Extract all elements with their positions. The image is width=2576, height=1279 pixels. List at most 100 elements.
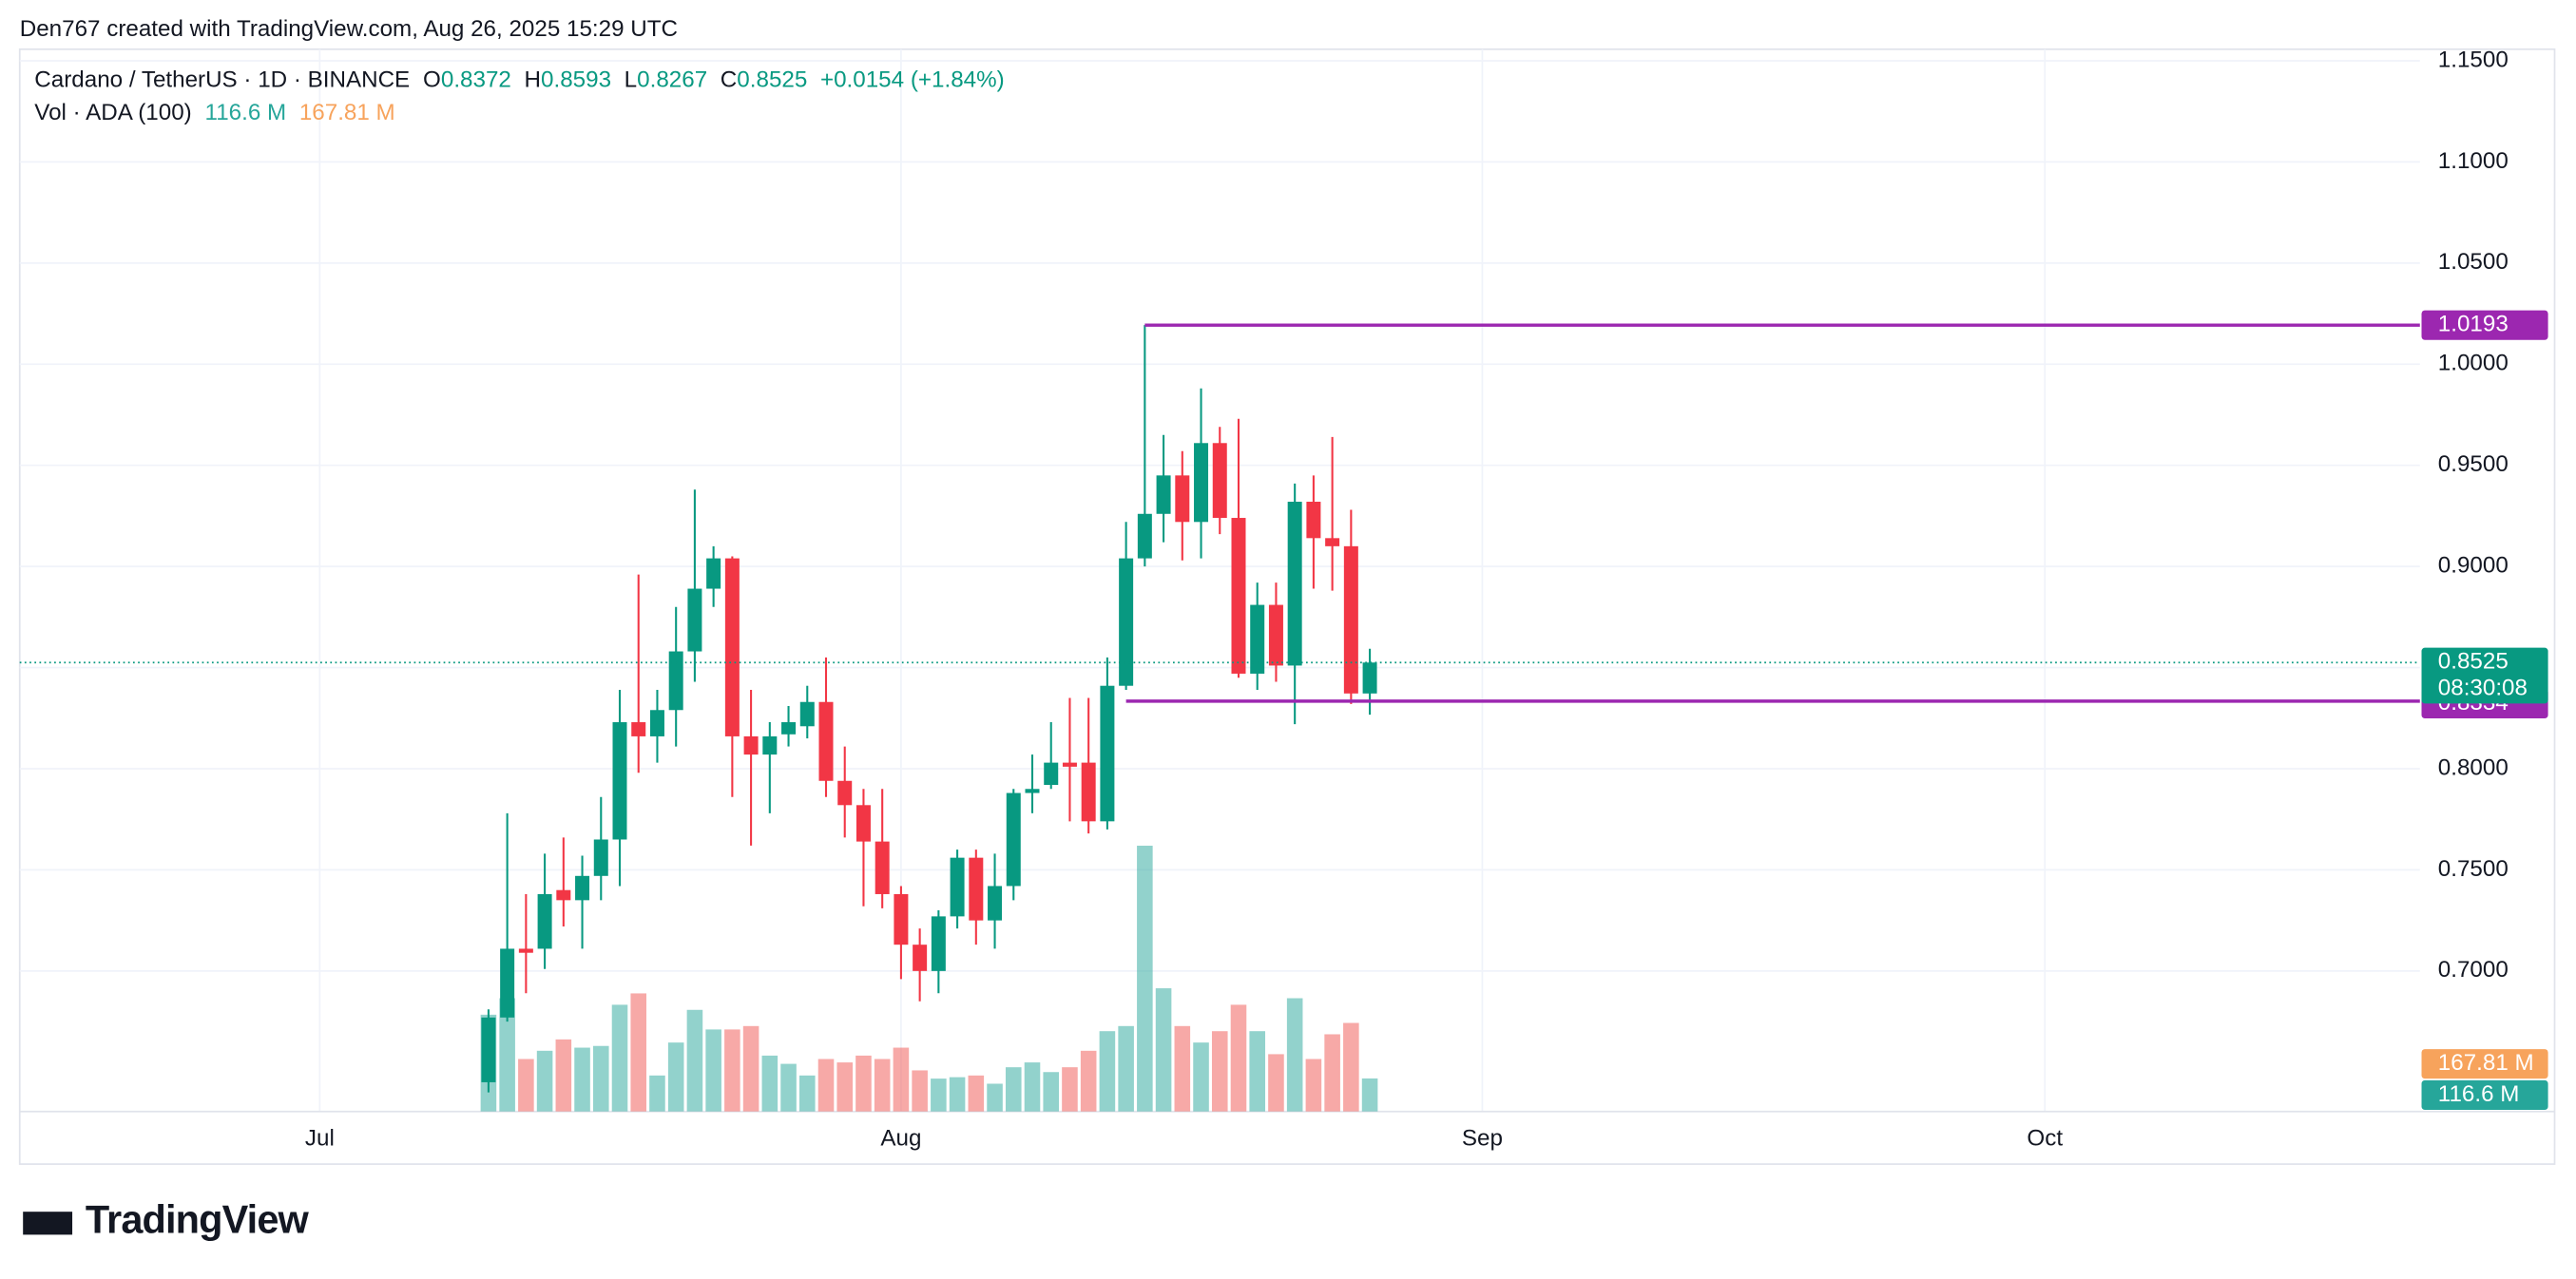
last-price-label: 08:30:08 <box>2438 675 2528 700</box>
volume-bar <box>1062 1067 1078 1112</box>
volume-bar <box>987 1083 1003 1112</box>
candle-body <box>988 886 1003 921</box>
volume-bar <box>1174 1025 1191 1112</box>
logo-text: TradingView <box>85 1198 309 1244</box>
candle-body <box>1025 789 1040 793</box>
legend-volume: Vol · ADA (100) 116.6 M 167.81 M <box>34 99 401 125</box>
y-tick-label: 0.7000 <box>2438 957 2509 983</box>
candle-body <box>724 558 740 736</box>
symbol: Cardano / TetherUS · 1D · BINANCE <box>34 66 411 92</box>
level-label: 1.0193 <box>2438 312 2509 337</box>
candle-body <box>875 841 890 894</box>
volume-bar <box>499 998 515 1112</box>
candle-body <box>1306 502 1321 539</box>
candle-body <box>612 722 627 840</box>
candle-body <box>1362 662 1377 694</box>
candle-body <box>969 857 984 921</box>
candle-body <box>950 857 965 917</box>
candle-body <box>931 916 946 971</box>
y-tick-label: 0.9500 <box>2438 451 2509 477</box>
volume-bar <box>817 1059 835 1112</box>
ohlc-letter: C <box>720 66 738 92</box>
ohlc-value: 0.8372 <box>440 66 511 92</box>
candle-body <box>1231 518 1246 674</box>
candle-body <box>1062 762 1077 767</box>
volume-bar <box>1305 1059 1322 1112</box>
change: +0.0154 (+1.84%) <box>819 66 1005 92</box>
candle-body <box>799 701 815 727</box>
volume-bar <box>912 1070 928 1112</box>
volume-bar <box>536 1050 553 1112</box>
candle-body <box>818 701 834 781</box>
volume-label-box <box>2421 1079 2548 1111</box>
volume-bar <box>1024 1062 1041 1112</box>
volume-bar <box>686 1009 703 1112</box>
x-tick-label: Sep <box>1462 1126 1503 1152</box>
candle-body <box>1212 443 1227 519</box>
candle-body <box>894 893 909 945</box>
y-tick-label: 1.1000 <box>2438 148 2509 174</box>
candle-body <box>1137 513 1152 559</box>
candle-body <box>668 651 683 711</box>
candle-body <box>1268 604 1283 666</box>
ohlc-value: 0.8525 <box>737 66 808 92</box>
logo-icon <box>23 1211 73 1234</box>
candle-body <box>1325 538 1340 546</box>
volume-bar <box>931 1079 947 1112</box>
volume-bar <box>724 1029 740 1112</box>
volume-bar <box>1268 1054 1284 1112</box>
volume-bar <box>780 1063 797 1112</box>
legend-main: Cardano / TetherUS · 1D · BINANCE O0.8372… <box>34 66 1010 92</box>
candle-body <box>855 805 871 842</box>
y-tick-label: 1.0000 <box>2438 351 2509 376</box>
candle-body <box>481 1017 496 1082</box>
ohlc-value: 0.8267 <box>637 66 708 92</box>
frame <box>18 48 2556 1165</box>
candle-body <box>1119 558 1134 686</box>
volume-bar <box>836 1062 854 1112</box>
volume-bar <box>1043 1072 1060 1112</box>
y-tick-label: 1.1500 <box>2438 47 2509 72</box>
volume-bar <box>518 1059 534 1112</box>
volume-bar <box>1099 1031 1116 1112</box>
y-tick-label: 1.0500 <box>2438 249 2509 275</box>
volume-bar <box>667 1042 684 1112</box>
volume-bar <box>1211 1031 1228 1112</box>
candle-body <box>649 710 664 736</box>
y-tick-label: 0.9000 <box>2438 553 2509 579</box>
volume-ma-label: 167.81 M <box>2438 1050 2534 1076</box>
candle-body <box>537 893 552 949</box>
volume-bar <box>893 1047 910 1112</box>
volume-bar <box>630 993 647 1112</box>
ohlc-value: 0.8593 <box>541 66 612 92</box>
candle-body <box>500 948 515 1018</box>
volume-bar <box>761 1055 779 1112</box>
candle-body <box>687 588 702 652</box>
volume-label: 116.6 M <box>2438 1081 2520 1107</box>
candle-body <box>706 558 721 589</box>
candle-body <box>518 948 533 953</box>
candle-body <box>743 735 759 755</box>
candle-body <box>1250 604 1265 674</box>
volume-bar <box>798 1075 816 1112</box>
candle-body <box>593 839 608 876</box>
y-tick-label: 0.8000 <box>2438 754 2509 780</box>
volume-ma: 167.81 M <box>298 98 395 125</box>
candle-body <box>1194 443 1209 523</box>
ohlc-letter: O <box>423 66 441 92</box>
volume-bar <box>1230 1004 1247 1112</box>
candle-body <box>1343 545 1358 694</box>
candle-body <box>837 780 853 806</box>
volume-bar <box>1343 1022 1359 1112</box>
attribution: Den767 created with TradingView.com, Aug… <box>19 14 679 42</box>
logo: TradingView <box>23 1198 309 1244</box>
ohlc-letter: H <box>524 66 542 92</box>
volume-bar <box>1005 1067 1022 1112</box>
volume-value: 116.6 M <box>204 98 287 125</box>
volume-bar <box>1080 1050 1097 1112</box>
candle-body <box>556 889 571 901</box>
last-price-label: 0.8525 <box>2438 649 2509 675</box>
volume-bar <box>1361 1078 1378 1112</box>
candle-body <box>1287 502 1302 666</box>
